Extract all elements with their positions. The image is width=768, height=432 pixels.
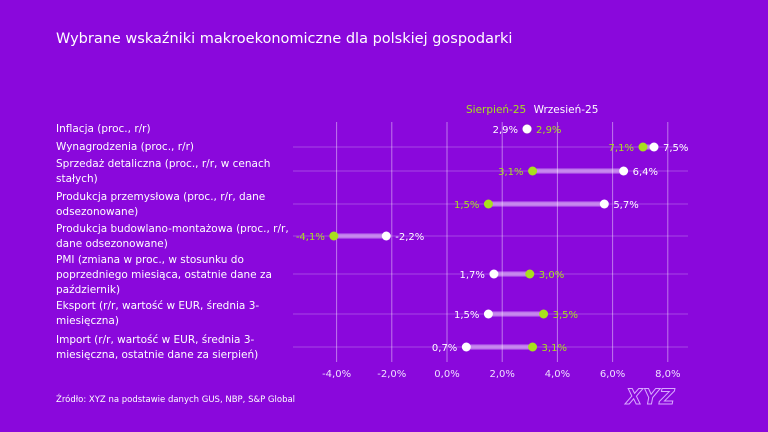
data-label-wrzesien: -2,2%: [395, 232, 424, 243]
category-label: Sprzedaż detaliczna (proc., r/r, w cenac…: [56, 158, 271, 185]
source-note: Źródło: XYZ na podstawie danych GUS, NBP…: [56, 395, 296, 405]
legend-item-aug: Sierpień-25: [466, 104, 527, 116]
point-sierpien: [528, 342, 538, 352]
point-wrzesien: [461, 342, 471, 352]
x-tick-label: 4,0%: [545, 369, 570, 380]
x-tick-label: 8,0%: [655, 369, 680, 380]
point-sierpien: [329, 231, 339, 241]
data-label-sierpien: 3,0%: [539, 270, 564, 281]
x-tick-label: -2,0%: [377, 369, 406, 380]
category-label: PMI (zmiana w proc., w stosunku do poprz…: [56, 254, 272, 296]
category-label: Inflacja (proc., r/r): [56, 123, 151, 135]
legend-item-sep: Wrzesień-25: [533, 104, 599, 116]
point-wrzesien: [489, 269, 499, 279]
data-label-sierpien: 2,9%: [536, 125, 561, 136]
x-tick-label: 6,0%: [600, 369, 625, 380]
x-tick-label: 0,0%: [434, 369, 459, 380]
legend: Sierpień-25 Wrzesień-25: [466, 104, 602, 116]
point-sierpien: [528, 166, 538, 176]
category-label: Produkcja budowlano-montażowa (proc., r/…: [56, 223, 289, 250]
data-label-wrzesien: 6,4%: [633, 167, 658, 178]
chart-title: Wybrane wskaźniki makroekonomiczne dla p…: [56, 31, 513, 47]
x-tick-label: 2,0%: [489, 369, 514, 380]
data-label-sierpien: 3,1%: [498, 167, 523, 178]
point-wrzesien: [599, 199, 609, 209]
category-label: Wynagrodzenia (proc., r/r): [56, 141, 194, 153]
data-label-wrzesien: 2,9%: [493, 125, 518, 136]
data-label-sierpien: 3,1%: [542, 343, 567, 354]
x-tick-label: -4,0%: [322, 369, 351, 380]
category-label: Eksport (r/r, wartość w EUR, średnia 3-m…: [56, 300, 260, 327]
point-wrzesien: [649, 142, 659, 152]
data-label-wrzesien: 5,7%: [613, 200, 638, 211]
category-label: Import (r/r, wartość w EUR, średnia 3-mi…: [56, 334, 259, 361]
data-label-wrzesien: 1,5%: [454, 310, 479, 321]
data-label-wrzesien: 0,7%: [432, 343, 457, 354]
data-label-wrzesien: 1,7%: [460, 270, 485, 281]
data-label-sierpien: 7,1%: [609, 143, 634, 154]
point-wrzesien: [522, 124, 532, 134]
data-label-sierpien: 1,5%: [454, 200, 479, 211]
point-sierpien: [539, 309, 549, 319]
data-label-sierpien: -4,1%: [296, 232, 325, 243]
data-label-sierpien: 3,5%: [553, 310, 578, 321]
point-sierpien: [638, 142, 648, 152]
point-wrzesien: [381, 231, 391, 241]
point-wrzesien: [483, 309, 493, 319]
xyz-logo: XYZ: [626, 385, 676, 410]
point-wrzesien: [619, 166, 629, 176]
category-label: Produkcja przemysłowa (proc., r/r, dane …: [56, 191, 266, 218]
point-sierpien: [483, 199, 493, 209]
data-label-wrzesien: 7,5%: [663, 143, 688, 154]
point-sierpien: [525, 269, 535, 279]
